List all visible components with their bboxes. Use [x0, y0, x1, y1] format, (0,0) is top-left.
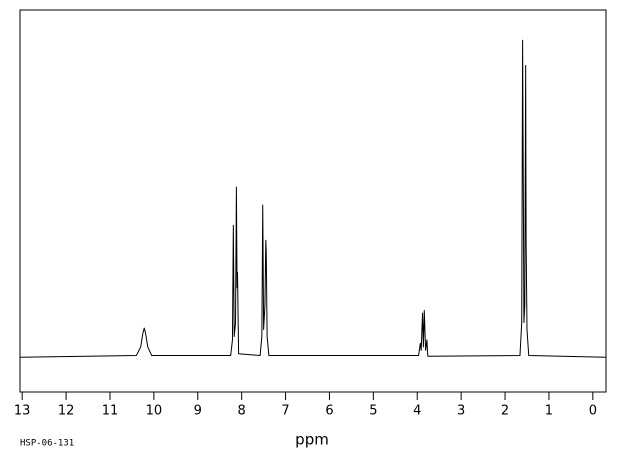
sample-id: HSP-06-131 [20, 439, 74, 449]
x-tick-label: 4 [413, 404, 421, 419]
x-tick-label: 1 [545, 404, 553, 419]
x-tick-label: 10 [146, 404, 163, 419]
x-tick-label: 6 [325, 404, 333, 419]
x-tick-label: 11 [102, 404, 119, 419]
x-tick-label: 13 [14, 404, 31, 419]
x-tick-label: 7 [281, 404, 289, 419]
x-tick-label: 5 [369, 404, 377, 419]
x-tick-label: 12 [58, 404, 75, 419]
spectrum-line [19, 39, 607, 358]
plot-frame [19, 9, 607, 393]
x-tick-label: 8 [238, 404, 246, 419]
x-tick-label: 9 [194, 404, 202, 419]
x-axis-label: ppm [295, 431, 329, 449]
x-tick-label: 3 [457, 404, 465, 419]
x-tick-label: 2 [501, 404, 509, 419]
x-tick-label: 0 [589, 404, 597, 419]
